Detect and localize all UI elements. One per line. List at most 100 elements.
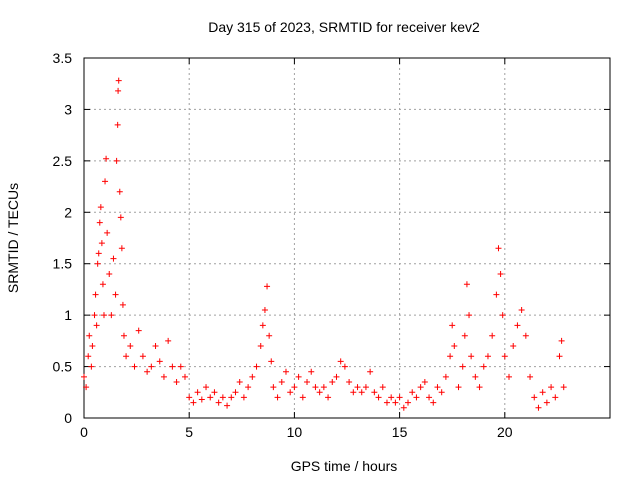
data-point — [224, 402, 231, 409]
data-point — [449, 322, 456, 329]
data-points — [81, 77, 567, 411]
data-point — [89, 343, 96, 349]
data-point — [117, 214, 124, 221]
data-point — [215, 399, 222, 406]
data-point — [119, 301, 126, 308]
data-point — [392, 399, 399, 406]
y-tick-label: 1 — [64, 307, 72, 323]
data-point — [102, 178, 109, 185]
data-point — [400, 404, 407, 411]
data-point — [181, 373, 188, 380]
data-point — [442, 373, 449, 380]
data-point — [299, 394, 306, 401]
data-point — [413, 394, 420, 401]
data-point — [430, 399, 437, 406]
y-tick-label: 0.5 — [53, 359, 73, 375]
data-point — [249, 373, 256, 380]
data-point — [266, 332, 273, 339]
data-point — [245, 384, 252, 391]
data-point — [264, 283, 271, 290]
data-point — [118, 245, 125, 252]
data-point — [308, 368, 315, 375]
data-point — [522, 332, 529, 339]
data-point — [110, 255, 117, 262]
data-point — [409, 389, 416, 396]
data-point — [100, 312, 107, 319]
data-point — [295, 373, 302, 380]
y-axis: 0 0.5 1 1.5 2 2.5 3 3.5 — [53, 50, 610, 426]
data-point — [85, 353, 92, 360]
y-tick-label: 1.5 — [53, 256, 73, 272]
y-tick-label: 2 — [64, 204, 72, 220]
data-point — [287, 389, 294, 396]
y-tick-label: 0 — [64, 410, 72, 426]
data-point — [417, 384, 424, 391]
data-point — [116, 188, 123, 195]
data-point — [257, 343, 264, 349]
data-point — [282, 368, 289, 375]
data-point — [240, 394, 247, 401]
data-point — [312, 384, 319, 391]
data-point — [103, 155, 110, 162]
data-point — [489, 332, 496, 339]
data-point — [156, 358, 163, 365]
data-point — [113, 157, 120, 164]
data-point — [115, 77, 122, 84]
y-tick-label: 3.5 — [53, 50, 73, 66]
data-point — [88, 363, 95, 370]
data-point — [367, 368, 374, 375]
data-point — [131, 363, 138, 370]
data-point — [144, 368, 151, 375]
data-point — [261, 307, 268, 313]
data-point — [499, 312, 506, 319]
data-point — [81, 373, 87, 380]
data-point — [396, 394, 403, 401]
data-point — [96, 219, 103, 226]
x-tick-label: 15 — [392, 424, 408, 440]
data-point — [236, 379, 243, 385]
data-point — [93, 322, 100, 329]
data-point — [104, 229, 111, 236]
data-point — [329, 379, 336, 385]
data-point — [354, 384, 361, 391]
data-point — [358, 389, 365, 396]
data-point — [112, 291, 119, 298]
data-point — [463, 281, 470, 288]
data-point — [461, 332, 468, 339]
data-point — [510, 343, 517, 349]
data-point — [375, 394, 382, 401]
data-point — [198, 396, 205, 403]
data-point — [253, 363, 260, 370]
data-point — [388, 394, 395, 401]
data-point — [207, 394, 214, 401]
data-point — [186, 394, 193, 401]
data-point — [139, 353, 146, 360]
data-point — [371, 389, 378, 396]
y-tick-label: 3 — [64, 101, 72, 117]
data-point — [543, 399, 550, 406]
data-point — [556, 353, 563, 360]
data-point — [203, 384, 210, 391]
data-point — [548, 384, 555, 391]
data-point — [455, 384, 462, 391]
data-point — [219, 394, 226, 401]
data-point — [362, 384, 369, 391]
data-point — [232, 389, 239, 396]
data-point — [106, 271, 113, 277]
data-point — [426, 394, 433, 401]
data-point — [514, 322, 521, 329]
data-point — [91, 312, 98, 319]
data-point — [518, 307, 525, 313]
data-point — [316, 389, 323, 396]
data-point — [228, 394, 235, 401]
x-tick-label: 20 — [497, 424, 513, 440]
x-tick-label: 0 — [80, 424, 88, 440]
y-axis-label: SRMTID / TECUs — [5, 183, 21, 293]
data-point — [421, 379, 428, 385]
data-point — [259, 322, 266, 329]
data-point — [268, 358, 275, 365]
data-point — [535, 404, 542, 411]
data-point — [115, 87, 122, 94]
data-point — [135, 327, 142, 334]
